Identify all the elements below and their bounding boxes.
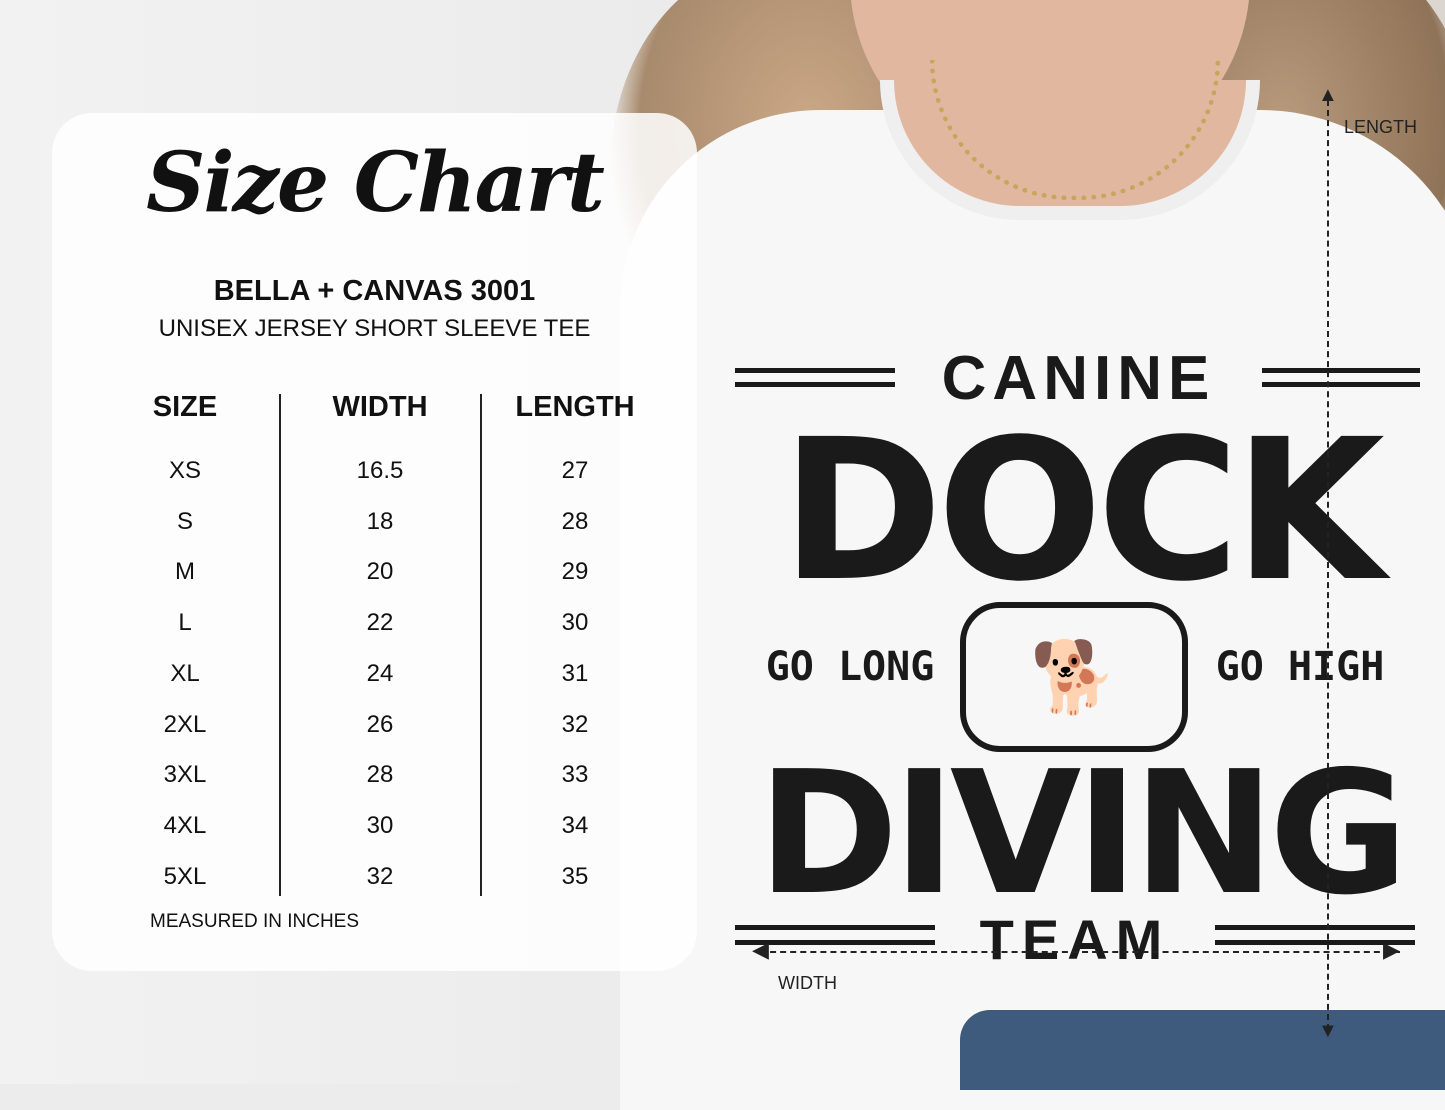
- column-divider: [279, 394, 281, 896]
- width-measure-line: [760, 951, 1400, 953]
- cell-length: 30: [561, 609, 589, 637]
- cell-size: M: [175, 558, 195, 586]
- graphic-canine: CANINE: [941, 344, 1216, 413]
- cell-width: 20: [366, 558, 394, 586]
- size-chart-title: Size Chart: [146, 135, 605, 231]
- cell-length: 27: [561, 457, 589, 484]
- cell-size: 3XL: [163, 761, 207, 789]
- cell-length: 33: [561, 761, 589, 789]
- graphic-line: [735, 368, 895, 373]
- cell-width: 26: [366, 710, 394, 738]
- graphic-line: [1215, 940, 1415, 945]
- dog-icon: 🐕: [1030, 638, 1118, 716]
- arrow-left-icon: ◀: [752, 937, 769, 962]
- cell-size: S: [176, 507, 193, 535]
- cell-width: 28: [366, 761, 394, 789]
- cell-size: XS: [168, 457, 201, 484]
- header-length: LENGTH: [515, 391, 635, 423]
- cell-size: XL: [170, 659, 200, 687]
- graphic-team: TEAM: [979, 908, 1171, 971]
- graphic-diving: DIVING: [757, 735, 1409, 933]
- cell-size: L: [178, 609, 192, 637]
- jeans: [960, 1010, 1445, 1090]
- graphic-line: [735, 925, 935, 930]
- graphic-line: [1215, 925, 1415, 930]
- product-subtitle: UNISEX JERSEY SHORT SLEEVE TEE: [158, 315, 591, 342]
- size-chart-panel: [52, 113, 697, 971]
- column-divider: [480, 394, 482, 896]
- cell-size: 5XL: [163, 862, 207, 890]
- length-measure-line: [1327, 100, 1329, 1030]
- graphic-line: [735, 940, 935, 945]
- arrow-down-icon: ▼: [1318, 1020, 1338, 1042]
- cell-width: 18: [366, 507, 394, 535]
- arrow-up-icon: ▲: [1318, 84, 1338, 106]
- cell-length: 34: [561, 811, 589, 839]
- header-width: WIDTH: [332, 391, 428, 423]
- arrow-right-icon: ▶: [1383, 937, 1400, 962]
- graphic-line: [1262, 368, 1420, 373]
- width-label: WIDTH: [778, 973, 837, 993]
- cell-length: 32: [561, 710, 589, 738]
- units-note: MEASURED IN INCHES: [150, 911, 360, 932]
- graphic-go-high: GO HIGH: [1215, 644, 1385, 690]
- length-label: LENGTH: [1344, 117, 1418, 137]
- cell-length: 35: [561, 862, 589, 890]
- graphic-go-long: GO LONG: [765, 644, 935, 690]
- cell-size: 4XL: [163, 811, 207, 839]
- brand: BELLA + CANVAS 3001: [213, 275, 536, 307]
- cell-width: 22: [366, 609, 394, 637]
- cell-width: 24: [366, 659, 394, 687]
- graphic-line: [735, 382, 895, 387]
- cell-width: 30: [366, 811, 394, 839]
- cell-length: 28: [561, 507, 589, 535]
- graphic-dock: DOCK: [781, 397, 1385, 624]
- cell-length: 29: [561, 558, 589, 586]
- graphic-line: [1262, 382, 1420, 387]
- header-size: SIZE: [152, 391, 218, 423]
- cell-length: 31: [561, 659, 589, 687]
- cell-width: 32: [366, 862, 394, 890]
- cell-width: 16.5: [356, 457, 404, 484]
- dog-badge: 🐕: [960, 602, 1188, 752]
- cell-size: 2XL: [163, 710, 207, 738]
